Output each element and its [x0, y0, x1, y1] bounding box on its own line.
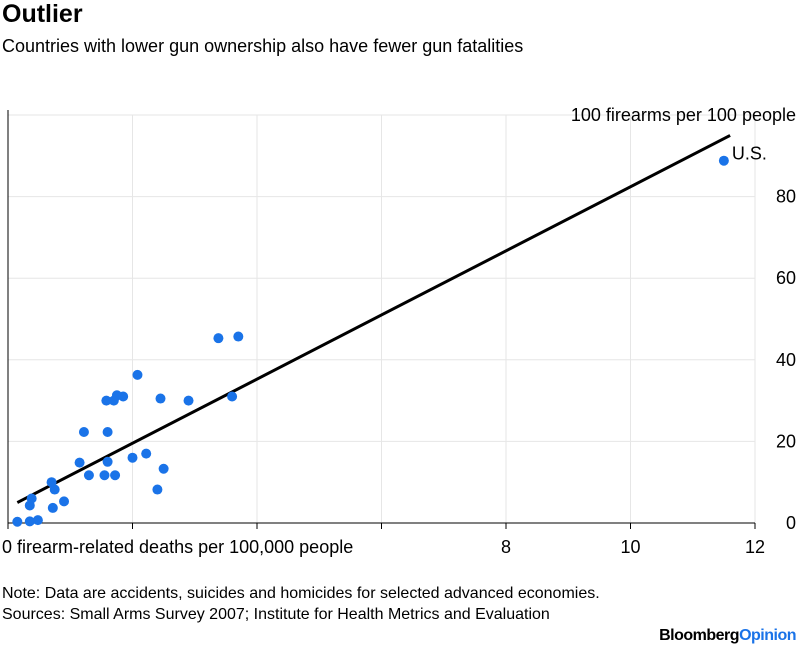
x-tick-label: 0 firearm-related deaths per 100,000 peo…: [2, 537, 353, 557]
data-point: [102, 456, 113, 467]
data-point: [132, 369, 143, 380]
data-point: [47, 502, 58, 513]
data-point: [213, 333, 224, 344]
data-point: [83, 470, 94, 481]
y-tick-label: 20: [776, 431, 796, 451]
data-point: [158, 463, 169, 474]
y-tick-label: 80: [776, 187, 796, 207]
brand-logo: BloombergOpinion: [659, 627, 796, 645]
scatter-chart: 0 20 40 60 80 100 firearms per 100 people 0 fi…: [2, 105, 796, 557]
brand-accent: Opinion: [739, 627, 796, 644]
data-point: [233, 331, 244, 342]
x-tick-label: 12: [745, 537, 765, 557]
data-point: [12, 516, 23, 527]
data-point: [127, 452, 138, 463]
chart-title: Outlier: [2, 0, 83, 28]
data-point: [118, 391, 129, 402]
data-point: [227, 391, 238, 402]
data-point: [718, 155, 729, 166]
data-point: [59, 496, 70, 507]
data-point: [46, 477, 57, 488]
chart-subtitle: Countries with lower gun ownership also …: [2, 36, 524, 56]
data-point: [99, 470, 110, 481]
data-point: [101, 395, 112, 406]
y-tick-label: 0: [786, 513, 796, 533]
data-point: [24, 516, 35, 527]
x-tick-label: 10: [620, 537, 640, 557]
x-tick-label: 8: [501, 537, 511, 557]
data-point: [155, 393, 166, 404]
data-point: [110, 470, 121, 481]
chart-note: Note: Data are accidents, suicides and h…: [2, 585, 600, 602]
data-point: [78, 427, 89, 438]
data-point: [102, 427, 113, 438]
data-point: [74, 457, 85, 468]
data-point: [32, 515, 43, 526]
chart-sources: Sources: Small Arms Survey 2007; Institu…: [2, 606, 550, 623]
brand-main: Bloomberg: [659, 627, 740, 644]
data-point: [183, 395, 194, 406]
y-tick-label: 40: [776, 350, 796, 370]
trend-line: [16, 134, 731, 504]
data-point: [141, 448, 152, 459]
point-annotation: U.S.: [732, 144, 767, 164]
y-tick-label: 60: [776, 268, 796, 288]
y-tick-label: 100 firearms per 100 people: [571, 105, 796, 125]
data-point: [152, 484, 163, 495]
data-point: [26, 493, 37, 504]
